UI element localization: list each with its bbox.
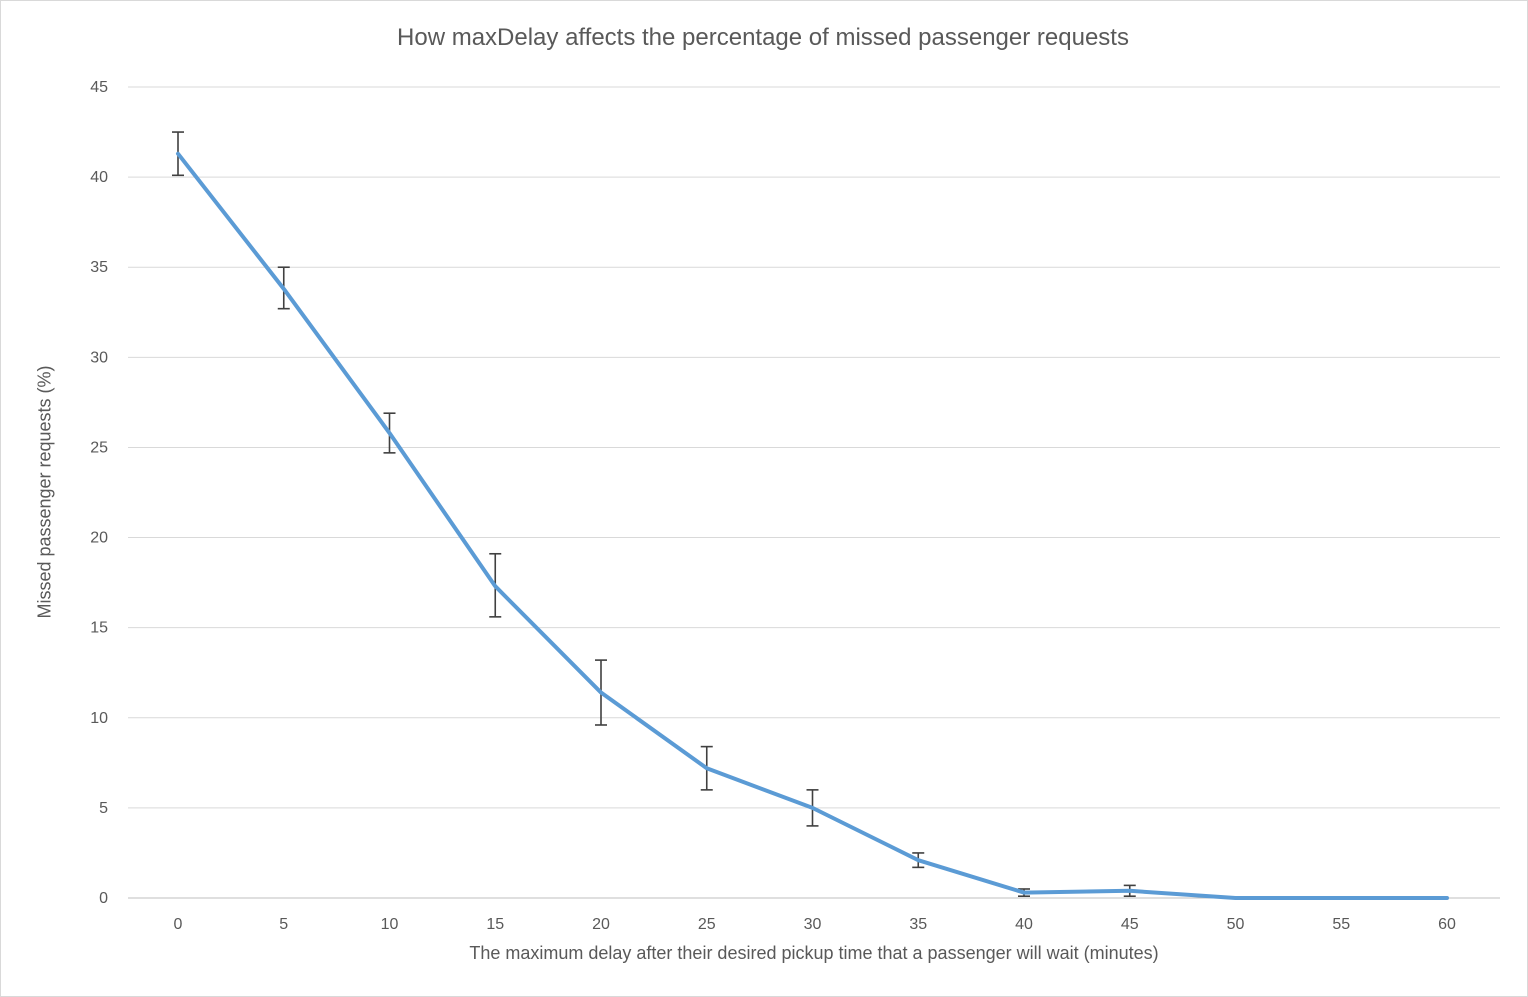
- chart-title: How maxDelay affects the percentage of m…: [397, 24, 1129, 51]
- x-tick-label: 30: [804, 916, 822, 933]
- y-tick-label: 20: [90, 530, 108, 547]
- y-tick-label: 15: [90, 620, 108, 637]
- y-tick-label: 40: [90, 169, 108, 186]
- x-tick-label: 50: [1227, 916, 1245, 933]
- y-tick-label: 35: [90, 259, 108, 276]
- series-line: [176, 151, 1449, 900]
- x-tick-label: 0: [174, 916, 183, 933]
- x-tick-label: 35: [909, 916, 927, 933]
- x-tick-label: 5: [279, 916, 288, 933]
- y-tick-label: 30: [90, 349, 108, 366]
- x-tick-label: 55: [1332, 916, 1350, 933]
- y-tick-label: 10: [90, 710, 108, 727]
- y-tick-label: 45: [90, 79, 108, 96]
- y-tick-labels: 0 5 10 15 20 25 30 35 40 45: [90, 79, 108, 907]
- x-axis-title: The maximum delay after their desired pi…: [469, 943, 1159, 963]
- y-tick-label: 0: [99, 890, 108, 907]
- x-tick-label: 15: [486, 916, 504, 933]
- x-tick-label: 20: [592, 916, 610, 933]
- x-tick-label: 10: [381, 916, 399, 933]
- error-bars: [172, 131, 1136, 897]
- y-tick-label: 5: [99, 800, 108, 817]
- y-tick-label: 25: [90, 439, 108, 456]
- x-tick-label: 25: [698, 916, 716, 933]
- series-line-group: [176, 151, 1449, 900]
- x-tick-labels: 0 5 10 15 20 25 30 35 40 45 50 55 60: [174, 916, 1456, 933]
- x-tick-label: 60: [1438, 916, 1456, 933]
- gridlines: [128, 86, 1500, 899]
- x-tick-label: 40: [1015, 916, 1033, 933]
- x-tick-label: 45: [1121, 916, 1139, 933]
